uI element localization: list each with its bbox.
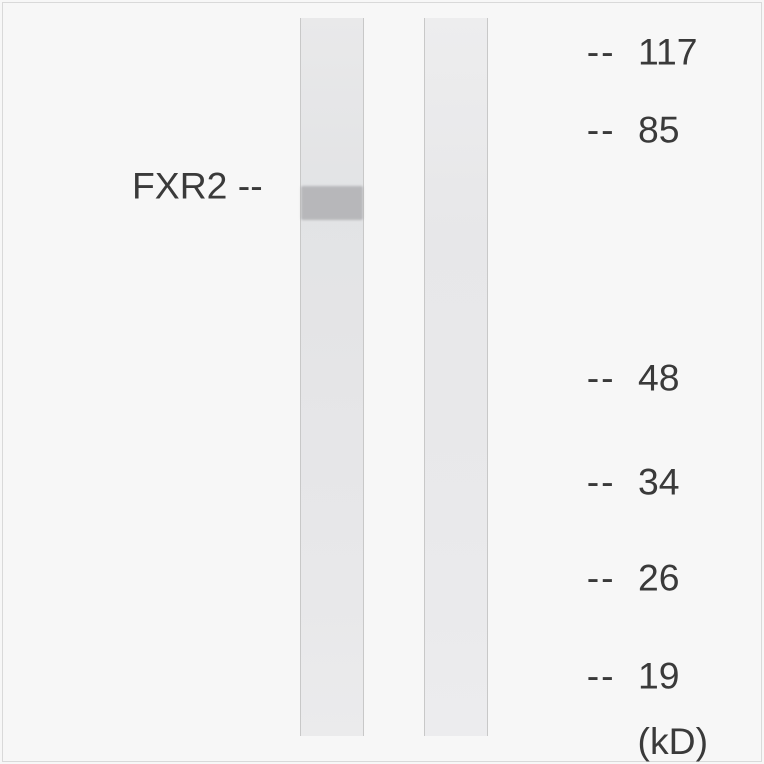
lane-1-inner	[301, 18, 363, 736]
marker-value: 26	[638, 557, 708, 600]
protein-name: FXR2	[132, 165, 227, 207]
marker-tick: --	[587, 461, 616, 504]
marker-117: -- 117	[587, 31, 708, 74]
marker-value: 48	[638, 357, 708, 400]
marker-tick: --	[587, 109, 616, 152]
band-fxr2	[301, 186, 363, 220]
marker-tick: --	[587, 357, 616, 400]
marker-48: -- 48	[587, 357, 708, 400]
marker-tick: --	[587, 31, 616, 74]
marker-34: -- 34	[587, 461, 708, 504]
marker-19: -- 19	[587, 655, 708, 698]
protein-label: FXR2 --	[132, 165, 263, 208]
marker-26: -- 26	[587, 557, 708, 600]
marker-unit: (kD)	[638, 720, 708, 763]
lane-2-inner	[425, 18, 487, 736]
blot-lane-2	[424, 18, 488, 736]
marker-tick: --	[587, 655, 616, 698]
marker-value: 85	[638, 109, 708, 152]
marker-value: 19	[638, 655, 708, 698]
marker-value: 34	[638, 461, 708, 504]
marker-85: -- 85	[587, 109, 708, 152]
protein-tick: --	[238, 165, 263, 207]
blot-figure: FXR2 -- -- 117 -- 85 -- 48 -- 34 -- 26 -…	[0, 0, 764, 764]
blot-lane-1	[300, 18, 364, 736]
marker-tick: --	[587, 557, 616, 600]
mw-markers: -- 117 -- 85 -- 48 -- 34 -- 26 -- 19	[508, 0, 708, 764]
marker-value: 117	[638, 31, 708, 74]
